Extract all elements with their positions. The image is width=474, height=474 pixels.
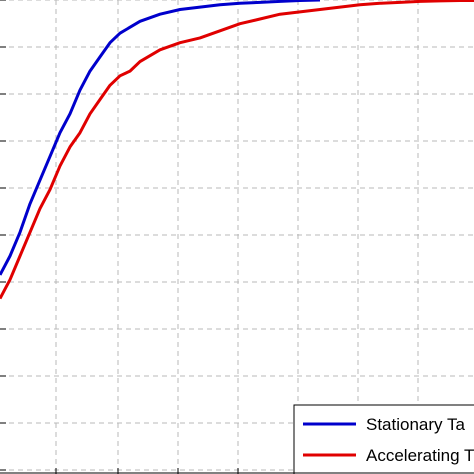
series-line-accelerating — [0, 0, 474, 300]
legend-label-stationary: Stationary Ta — [366, 415, 465, 434]
series-lines — [0, 0, 474, 300]
legend-box — [293, 404, 474, 474]
axis-ticks — [0, 0, 419, 474]
legend-label-accelerating: Accelerating T — [366, 446, 474, 465]
legend: Stationary Ta Accelerating T — [293, 404, 474, 474]
series-line-stationary — [0, 0, 321, 276]
